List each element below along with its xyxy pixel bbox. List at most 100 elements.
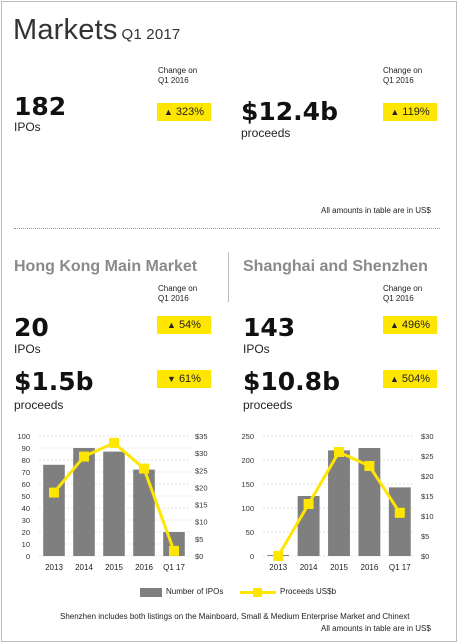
legend-bar-swatch: [140, 588, 162, 597]
sh-right-tick-label: $20: [421, 472, 434, 481]
hk-bar: [73, 448, 95, 556]
hk-right-tick-label: $20: [195, 483, 208, 492]
sh-proceeds-point: [364, 461, 375, 471]
sh-left-tick-label: 250: [241, 432, 254, 441]
hk-chart: 0 10 20 30 40 50 60 70 80 90 100 $0 $5 $10 $15 $20 $25 $3…: [17, 432, 207, 572]
hk-ipos-change-badge: ▲ 54%: [157, 316, 211, 334]
sh-left-tick-label: 100: [241, 504, 254, 513]
sh-right-tick-label: $5: [421, 532, 429, 541]
up-arrow-icon: ▲: [163, 107, 173, 117]
footnote-shenzhen: Shenzhen includes both listings on the M…: [60, 612, 410, 621]
currency-note: All amounts in table are in US$: [321, 206, 431, 215]
sh-chart: 0 50 100 150 200 250 $0 $5 $10 $15 $20 $25 $30 2013 20…: [241, 432, 433, 572]
hk-x-tick-label: 2016: [135, 563, 153, 572]
change-label: Change on Q1 2016: [158, 284, 198, 303]
hk-ipos-label: IPOs: [14, 342, 41, 356]
total-ipos-change-badge: ▲ 323%: [157, 103, 211, 121]
footnote-currency: All amounts in table are in US$: [321, 624, 431, 633]
hk-left-tick-label: 70: [22, 468, 30, 477]
change-label: Change on Q1 2016: [158, 66, 198, 85]
sh-right-tick-label: $30: [421, 432, 434, 441]
hk-left-tick-label: 100: [17, 432, 30, 441]
sh-bar: [328, 450, 350, 556]
change-label: Change on Q1 2016: [383, 66, 423, 85]
hk-ipos-value: 20: [14, 313, 49, 342]
hk-left-tick-label: 0: [26, 552, 30, 561]
hk-left-tick-label: 20: [22, 528, 30, 537]
legend-bar-label: Number of IPOs: [166, 587, 224, 596]
up-arrow-icon: ▲: [389, 374, 399, 384]
legend-line-marker: [253, 588, 262, 597]
sh-right-tick-label: $15: [421, 492, 434, 501]
down-arrow-icon: ▼: [167, 374, 176, 384]
sh-ipos-value: 143: [243, 313, 296, 342]
sh-right-tick-label: $0: [421, 552, 429, 561]
sh-x-tick-label: 2015: [330, 563, 348, 572]
hk-left-tick-label: 60: [22, 480, 30, 489]
change-label: Change on Q1 2016: [383, 284, 423, 303]
sh-section-title: Shanghai and Shenzhen: [243, 258, 428, 275]
divider: [14, 228, 440, 229]
chart-legend: Number of IPOs Proceeds US$b: [140, 586, 440, 598]
hk-bar: [133, 469, 155, 556]
hk-bar: [43, 464, 65, 556]
hk-proceeds-point: [49, 487, 59, 498]
hk-right-tick-label: $0: [195, 552, 203, 561]
combo-charts: 0 10 20 30 40 50 60 70 80 90 100 $0 $5 $10 $15 $20 $25 $3…: [17, 432, 433, 572]
sh-right-tick-label: $10: [421, 512, 434, 521]
sh-x-tick-label: 2014: [300, 563, 318, 572]
page-title: Markets Q1 2017: [13, 14, 181, 46]
hk-proceeds-point: [169, 545, 179, 556]
sh-left-tick-label: 150: [241, 480, 254, 489]
hk-x-tick-label: 2015: [105, 563, 123, 572]
hk-right-tick-label: $25: [195, 466, 208, 475]
hk-right-tick-label: $35: [195, 432, 208, 441]
hk-right-tick-label: $5: [195, 535, 203, 544]
sh-proceeds-point: [273, 551, 284, 561]
up-arrow-icon: ▲: [167, 320, 176, 330]
hk-left-tick-label: 30: [22, 516, 30, 525]
hk-proceeds-value: $1.5b: [14, 367, 94, 396]
total-proceeds-label: proceeds: [241, 126, 291, 140]
hk-proceeds-change-badge: ▼ 61%: [157, 370, 211, 388]
sh-x-tick-label: 2016: [361, 563, 379, 572]
hk-right-tick-label: $10: [195, 518, 208, 527]
sh-right-tick-label: $25: [421, 452, 434, 461]
sh-proceeds-point: [334, 447, 344, 457]
total-proceeds-value: $12.4b: [241, 97, 338, 126]
up-arrow-icon: ▲: [389, 320, 399, 330]
hk-x-tick-label: Q1 17: [163, 563, 185, 572]
hk-left-tick-label: 40: [22, 504, 30, 513]
sh-proceeds-change-badge: ▲ 504%: [383, 370, 437, 388]
total-proceeds-change-badge: ▲ 119%: [383, 103, 437, 121]
hk-proceeds-point: [79, 451, 89, 462]
up-arrow-icon: ▲: [390, 107, 400, 117]
hk-left-tick-label: 50: [22, 492, 30, 501]
hk-proceeds-point: [139, 463, 149, 474]
column-divider: [228, 252, 229, 302]
hk-bar: [103, 451, 125, 556]
hk-left-tick-label: 80: [22, 456, 30, 465]
sh-ipos-label: IPOs: [243, 342, 270, 356]
hk-proceeds-label: proceeds: [14, 398, 64, 412]
sh-left-tick-label: 0: [250, 552, 254, 561]
sh-left-tick-label: 200: [241, 456, 254, 465]
hk-left-tick-label: 90: [22, 444, 30, 453]
total-ipos-value: 182: [14, 92, 67, 121]
sh-proceeds-value: $10.8b: [243, 367, 340, 396]
sh-ipos-change-badge: ▲ 496%: [383, 316, 437, 334]
hk-x-tick-label: 2013: [45, 563, 63, 572]
hk-left-tick-label: 10: [22, 540, 30, 549]
sh-left-tick-label: 50: [246, 528, 254, 537]
hk-section-title: Hong Kong Main Market: [14, 258, 198, 275]
hk-proceeds-point: [109, 437, 119, 448]
hk-right-tick-label: $15: [195, 501, 208, 510]
sh-x-tick-label: Q1 17: [389, 563, 411, 572]
sh-proceeds-point: [303, 499, 314, 509]
sh-bar: [388, 487, 411, 556]
hk-x-tick-label: 2014: [75, 563, 93, 572]
sh-proceeds-label: proceeds: [243, 398, 293, 412]
sh-proceeds-point: [394, 507, 405, 518]
legend-line-label: Proceeds US$b: [280, 587, 337, 596]
